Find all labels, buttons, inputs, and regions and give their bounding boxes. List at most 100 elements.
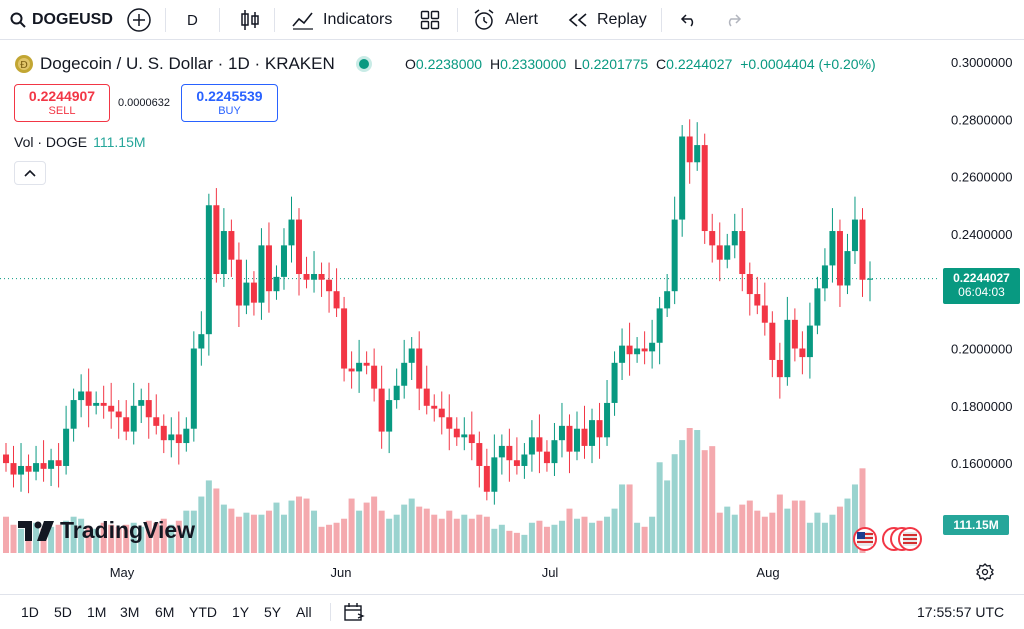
candle-body	[551, 440, 558, 464]
volume-bar	[318, 526, 325, 553]
candle-body	[769, 322, 776, 360]
candle-body	[821, 265, 828, 289]
chart-type-button[interactable]	[240, 0, 260, 40]
candle-body	[198, 334, 205, 349]
change-value: +0.0004404 (+0.20%)	[740, 56, 876, 72]
candle-body	[220, 231, 227, 275]
indicators-button[interactable]: Indicators	[292, 0, 392, 40]
price-axis-label: 0.1600000	[951, 456, 1012, 471]
volume-bar	[10, 524, 17, 553]
bottom-toolbar: 1D 5D 1M 3M 6M YTD 1Y 5Y All 17:55:57 UT…	[0, 594, 1024, 629]
candle-body	[18, 465, 25, 475]
candle-body	[513, 460, 520, 466]
candle-body	[641, 348, 648, 352]
candle-body	[581, 428, 588, 446]
volume-bar	[589, 522, 596, 553]
volume-bar	[265, 510, 272, 553]
candle-body	[694, 145, 701, 163]
candle-body	[85, 391, 92, 406]
volume-bar	[709, 446, 716, 553]
range-5y-button[interactable]: 5Y	[264, 603, 282, 620]
dogecoin-logo-icon: Ð	[15, 55, 33, 73]
candle-body	[213, 205, 220, 275]
volume-bar	[393, 514, 400, 553]
events-markers[interactable]: ⚡	[852, 498, 924, 579]
candle-body	[468, 434, 475, 444]
candle-body	[258, 245, 265, 303]
market-open-indicator	[358, 59, 369, 69]
candle-body	[536, 437, 543, 452]
volume-bar	[303, 498, 310, 553]
range-all-button[interactable]: All	[296, 603, 312, 620]
undo-button[interactable]	[680, 0, 698, 40]
candle-body	[844, 251, 851, 286]
redo-button[interactable]	[724, 0, 742, 40]
toolbar-divider	[219, 8, 220, 32]
volume-bar	[806, 522, 813, 553]
buy-button[interactable]: 0.2245539 BUY	[181, 84, 278, 122]
clock-display[interactable]: 17:55:57 UTC	[917, 603, 1005, 620]
tradingview-logo-icon	[18, 520, 54, 541]
candle-body	[296, 219, 303, 275]
candle-body	[679, 136, 686, 220]
alert-button[interactable]: Alert	[472, 0, 538, 40]
range-ytd-button[interactable]: YTD	[189, 603, 217, 620]
volume-bar	[446, 510, 453, 553]
candle-body	[393, 385, 400, 401]
volume-bar	[664, 480, 671, 553]
compare-symbol-button[interactable]	[126, 0, 152, 40]
volume-bar	[311, 510, 318, 553]
range-5d-button[interactable]: 5D	[54, 603, 72, 620]
rewind-icon	[568, 13, 587, 27]
candle-body	[634, 348, 641, 355]
candle-body	[664, 291, 671, 309]
volume-bar	[78, 518, 85, 553]
volume-bar	[784, 508, 791, 553]
candle-body	[341, 308, 348, 369]
range-6m-button[interactable]: 6M	[155, 603, 175, 620]
volume-bar	[228, 508, 235, 553]
volume-bar	[296, 496, 303, 553]
sell-button[interactable]: 0.2244907 SELL	[14, 84, 110, 122]
candle-body	[123, 417, 130, 432]
volume-bar	[498, 524, 505, 553]
volume-bar	[558, 520, 565, 553]
candle-body	[356, 362, 363, 372]
range-1d-button[interactable]: 1D	[21, 603, 39, 620]
volume-bar	[453, 518, 460, 553]
volume-bar	[145, 520, 152, 553]
candle-body	[709, 231, 716, 246]
volume-bar	[431, 514, 438, 553]
candle-body	[401, 362, 408, 386]
tradingview-logo[interactable]: TradingView	[18, 517, 195, 544]
range-3m-button[interactable]: 3M	[120, 603, 140, 620]
indicators-icon	[292, 12, 313, 30]
volume-legend[interactable]: Vol · DOGE 111.15M	[14, 134, 146, 150]
candle-body	[626, 345, 633, 355]
range-1y-button[interactable]: 1Y	[232, 603, 250, 620]
price-chart[interactable]: 0.3000000 0.2800000 0.2600000 0.2400000 0.22…	[0, 41, 1024, 588]
symbol-search[interactable]: DOGEUSD	[10, 0, 113, 40]
candle-body	[851, 219, 858, 252]
candle-body	[311, 274, 318, 280]
interval-button[interactable]: D	[187, 11, 198, 29]
toolbar-divider	[457, 8, 458, 32]
candle-body	[431, 405, 438, 409]
replay-button[interactable]: Replay	[567, 0, 647, 40]
chart-settings-button[interactable]	[976, 563, 994, 586]
candle-body	[589, 420, 596, 446]
candle-body	[25, 465, 32, 472]
toolbar-divider	[274, 8, 275, 32]
volume-bar	[115, 526, 122, 553]
range-1m-button[interactable]: 1M	[87, 603, 107, 620]
layouts-button[interactable]	[420, 0, 440, 40]
volume-bar	[55, 524, 62, 553]
symbol-legend[interactable]: Ð Dogecoin / U. S. Dollar · 1D · KRAKEN	[14, 54, 369, 74]
collapse-legend-button[interactable]	[14, 161, 46, 185]
low-label: L	[574, 56, 582, 72]
chart-pane[interactable]: 0.3000000 0.2800000 0.2600000 0.2400000 0.22…	[0, 41, 1024, 588]
volume-bar	[386, 518, 393, 553]
goto-date-button[interactable]	[343, 595, 365, 628]
volume-bar	[333, 522, 340, 553]
price-axis-label: 0.3000000	[951, 55, 1012, 70]
